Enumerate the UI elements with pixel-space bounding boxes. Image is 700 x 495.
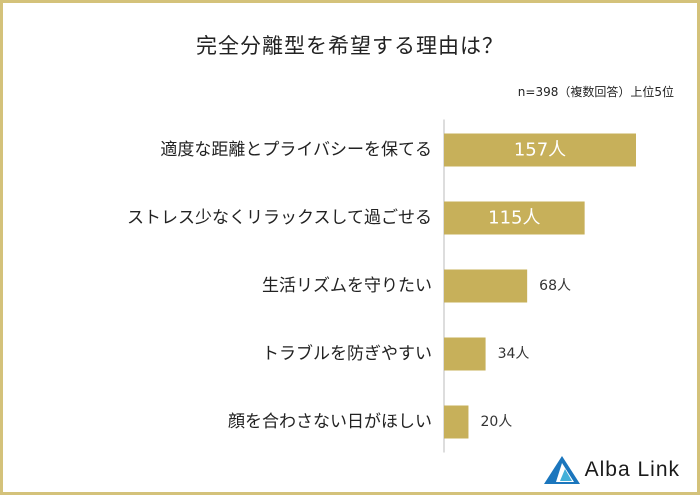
category-label: 生活リズムを守りたい [262, 276, 432, 296]
brand-logo: Alba Link [543, 455, 680, 485]
bar [444, 201, 585, 235]
value-label: 34人 [498, 346, 530, 362]
bar [444, 337, 486, 371]
bar [444, 269, 528, 303]
bar [444, 133, 636, 167]
alba-link-triangle-logo-icon [543, 456, 580, 484]
category-label: 顔を合わさない日がほしい [228, 412, 432, 432]
value-label: 157人 [514, 140, 566, 161]
sample-size-note: n=398（複数回答）上位5位 [517, 85, 674, 99]
chart-title: 完全分離型を希望する理由は？ [196, 34, 504, 58]
category-label: トラブルを防ぎやすい [262, 343, 432, 364]
brand-name: Alba Link [584, 458, 680, 481]
value-label: 20人 [480, 414, 512, 430]
category-label: ストレス少なくリラックスして過ごせる [127, 208, 432, 228]
category-label: 適度な距離とプライバシーを保てる [160, 140, 432, 160]
value-label: 68人 [539, 278, 571, 294]
bar [444, 405, 469, 439]
value-label: 115人 [488, 208, 540, 229]
